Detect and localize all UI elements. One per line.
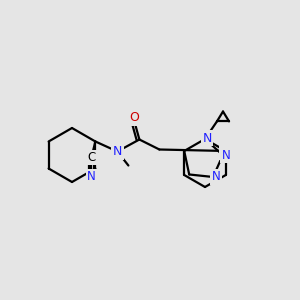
Text: N: N: [220, 146, 230, 158]
Text: C: C: [87, 151, 95, 164]
Text: N: N: [212, 170, 220, 184]
Text: O: O: [129, 111, 139, 124]
Text: N: N: [113, 145, 122, 158]
Text: N: N: [221, 148, 230, 162]
Text: N: N: [87, 170, 96, 183]
Text: N: N: [202, 131, 212, 145]
